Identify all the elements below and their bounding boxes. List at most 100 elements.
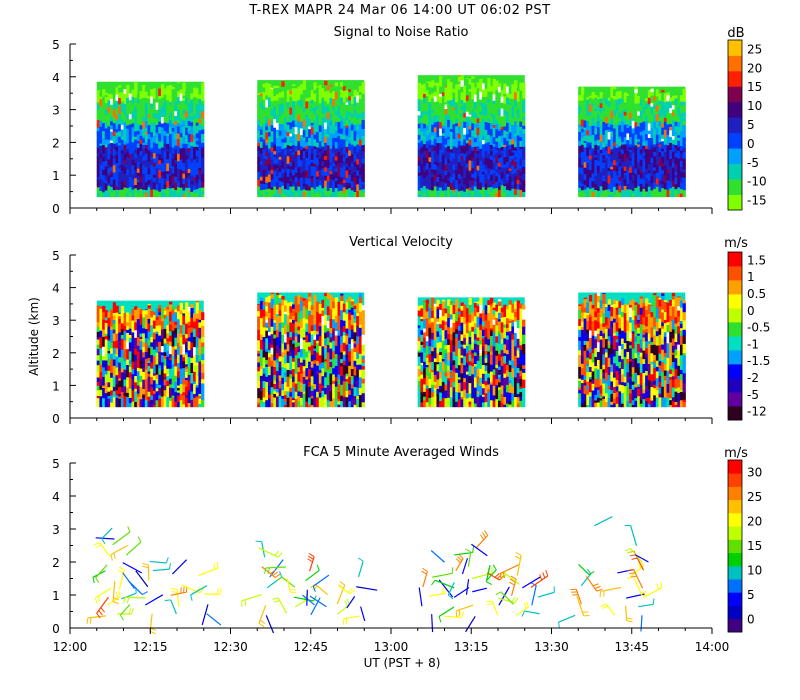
data-cell bbox=[455, 90, 459, 99]
data-cell bbox=[348, 89, 352, 92]
data-cell bbox=[131, 179, 135, 187]
data-cell bbox=[310, 397, 315, 406]
data-cell bbox=[348, 111, 352, 116]
data-cell bbox=[198, 135, 202, 143]
data-cell bbox=[168, 378, 173, 385]
data-cell bbox=[618, 141, 622, 147]
data-cell bbox=[112, 130, 117, 137]
data-cell bbox=[441, 91, 446, 96]
data-cell bbox=[506, 133, 510, 141]
data-cell bbox=[674, 163, 678, 168]
data-cell bbox=[313, 363, 317, 375]
data-cell bbox=[332, 184, 336, 192]
data-cell bbox=[588, 97, 593, 105]
data-cell bbox=[476, 122, 480, 128]
data-cell bbox=[112, 312, 117, 316]
data-cell bbox=[487, 122, 491, 131]
data-cell bbox=[444, 129, 448, 139]
data-cell bbox=[460, 186, 464, 191]
data-cell bbox=[607, 174, 611, 184]
data-cell bbox=[420, 105, 424, 112]
data-cell bbox=[671, 186, 676, 192]
data-cell bbox=[134, 157, 138, 163]
data-cell bbox=[316, 105, 320, 110]
data-cell bbox=[605, 175, 609, 183]
data-cell bbox=[447, 119, 451, 128]
data-cell bbox=[452, 109, 456, 117]
data-cell bbox=[185, 91, 189, 98]
data-cell bbox=[182, 135, 186, 144]
data-cell bbox=[284, 371, 288, 377]
data-cell bbox=[436, 127, 440, 133]
data-cell bbox=[163, 122, 167, 129]
data-cell bbox=[147, 362, 151, 366]
data-cell bbox=[674, 152, 678, 158]
data-cell bbox=[613, 154, 617, 161]
data-cell bbox=[599, 173, 603, 182]
data-cell bbox=[634, 189, 638, 198]
data-cell bbox=[265, 316, 269, 320]
data-cell bbox=[599, 128, 603, 135]
data-cell bbox=[179, 136, 183, 143]
data-cell bbox=[257, 94, 261, 101]
data-cell bbox=[150, 147, 154, 152]
data-cell bbox=[118, 318, 122, 324]
data-cell bbox=[444, 113, 448, 117]
data-cell bbox=[639, 177, 644, 184]
data-cell bbox=[447, 82, 451, 87]
data-cell bbox=[669, 170, 673, 176]
data-cell bbox=[473, 178, 478, 182]
data-cell bbox=[139, 88, 143, 92]
data-cell bbox=[302, 336, 306, 340]
data-cell bbox=[661, 99, 665, 102]
data-cell bbox=[361, 355, 365, 360]
data-cell bbox=[637, 107, 641, 112]
data-cell bbox=[308, 171, 312, 179]
data-cell bbox=[198, 319, 202, 323]
data-cell bbox=[163, 115, 167, 123]
data-cell bbox=[142, 137, 146, 143]
data-cell bbox=[187, 178, 191, 184]
data-cell bbox=[326, 118, 331, 127]
data-cell bbox=[431, 148, 435, 152]
data-cell bbox=[120, 108, 125, 112]
data-cell bbox=[115, 100, 119, 109]
data-cell bbox=[498, 86, 502, 93]
data-cell bbox=[152, 193, 157, 198]
data-cell bbox=[669, 149, 673, 153]
data-cell bbox=[433, 131, 438, 139]
data-cell bbox=[647, 172, 652, 181]
data-cell bbox=[645, 108, 649, 116]
data-cell bbox=[455, 101, 459, 105]
data-cell bbox=[655, 110, 660, 114]
data-cell bbox=[610, 184, 614, 192]
data-cell bbox=[294, 156, 298, 165]
data-cell bbox=[136, 134, 141, 141]
data-cell bbox=[495, 162, 499, 170]
data-cell bbox=[452, 186, 456, 190]
data-cell bbox=[353, 342, 357, 348]
data-cell bbox=[615, 131, 619, 135]
data-cell bbox=[163, 171, 167, 179]
data-cell bbox=[294, 126, 298, 135]
data-cell bbox=[102, 169, 106, 176]
data-cell bbox=[503, 151, 507, 158]
data-cell bbox=[356, 139, 360, 145]
data-cell bbox=[361, 111, 365, 121]
data-cell bbox=[436, 100, 440, 106]
data-cell bbox=[174, 148, 178, 154]
data-cell bbox=[110, 176, 114, 180]
data-cell bbox=[356, 315, 360, 327]
data-cell bbox=[270, 155, 274, 160]
data-cell bbox=[158, 148, 162, 155]
data-cell bbox=[650, 120, 654, 129]
data-cell bbox=[596, 97, 601, 99]
data-cell bbox=[356, 395, 360, 400]
data-cell bbox=[441, 169, 446, 176]
data-cell bbox=[514, 175, 518, 185]
data-cell bbox=[104, 319, 109, 323]
data-cell bbox=[674, 147, 678, 151]
data-cell bbox=[583, 161, 587, 168]
data-cell bbox=[275, 388, 280, 393]
data-cell bbox=[152, 319, 157, 329]
